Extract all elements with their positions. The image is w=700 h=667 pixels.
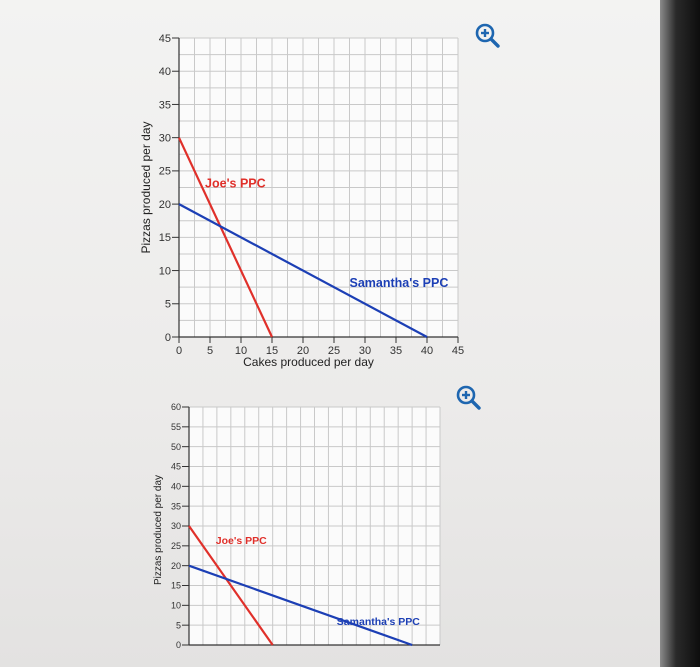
y-tick-label: 40	[159, 66, 171, 78]
x-tick-label: 25	[328, 345, 340, 357]
x-tick-label: 0	[176, 345, 182, 357]
zoom-in-icon[interactable]	[455, 384, 481, 410]
series-line	[178, 137, 273, 338]
series-line	[178, 203, 428, 338]
series-line	[188, 525, 274, 646]
x-tick-label: 10	[235, 345, 247, 357]
y-tick-label: 5	[165, 299, 171, 311]
y-tick-label: 30	[159, 133, 171, 145]
y-tick-label: 0	[165, 332, 171, 344]
y-tick-label: 30	[171, 521, 181, 531]
series-label: Joe's PPC	[205, 177, 266, 191]
y-tick-label: 20	[159, 199, 171, 211]
y-axis-label: Pizzas produced per day	[153, 475, 164, 585]
series-label: Joe's PPC	[216, 535, 267, 547]
screen-edge	[660, 0, 700, 667]
x-tick-label: 5	[207, 345, 213, 357]
y-tick-label: 55	[171, 422, 181, 432]
y-tick-label: 15	[159, 232, 171, 244]
series-line	[188, 564, 413, 647]
chart-ppc-bottom: 0 5 10 15 20 25 30 35 40 45 50 55 60 Pizzas produced …	[153, 402, 441, 650]
y-tick-label: 45	[159, 33, 171, 45]
x-tick-label: 20	[297, 345, 309, 357]
y-tick-label: 25	[171, 541, 181, 551]
y-tick-label: 50	[171, 442, 181, 452]
chart-ppc-top: 0 5 10 15 20 25 30 35 40 45 0 5 10 15 20 25 30 35 40 45 Cake…	[139, 33, 464, 369]
y-tick-label: 0	[176, 640, 181, 650]
series-label: Samantha's PPC	[337, 616, 420, 628]
y-tick-label: 60	[171, 402, 181, 412]
zoom-in-icon[interactable]	[474, 22, 500, 48]
y-tick-label: 45	[171, 462, 181, 472]
x-tick-label: 45	[452, 345, 464, 357]
y-tick-label: 15	[171, 581, 181, 591]
y-tick-label: 10	[171, 600, 181, 610]
y-tick-label: 10	[159, 265, 171, 277]
y-tick-label: 20	[171, 561, 181, 571]
y-tick-label: 25	[159, 166, 171, 178]
x-tick-label: 40	[421, 345, 433, 357]
x-tick-label: 15	[266, 345, 278, 357]
y-axis-label: Pizzas produced per day	[139, 121, 153, 253]
y-tick-label: 5	[176, 620, 181, 630]
x-axis-label: Cakes produced per day	[243, 355, 374, 369]
series-label: Samantha's PPC	[350, 276, 449, 290]
y-tick-label: 35	[159, 99, 171, 111]
y-tick-label: 35	[171, 501, 181, 511]
y-tick-label: 40	[171, 481, 181, 491]
x-tick-label: 30	[359, 345, 371, 357]
x-tick-label: 35	[390, 345, 402, 357]
